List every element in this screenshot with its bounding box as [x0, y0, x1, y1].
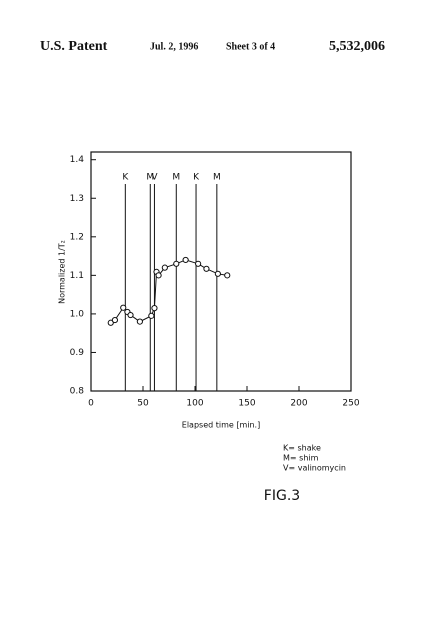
data-point — [182, 256, 189, 264]
data-point — [224, 272, 231, 279]
x-tick-label: 200 — [290, 399, 307, 409]
x-tick-label: 0 — [88, 399, 94, 409]
figure-caption: FIG.3 — [264, 488, 300, 504]
event-label: V — [151, 173, 158, 183]
data-point — [151, 305, 158, 312]
plot-frame — [90, 151, 352, 392]
data-point — [136, 318, 143, 325]
data-point — [195, 260, 202, 267]
key-entry: K= shake — [283, 444, 321, 453]
data-point — [127, 311, 134, 319]
y-tick-label: 1.0 — [70, 309, 85, 319]
data-point — [173, 260, 180, 267]
y-tick-label: 1.1 — [70, 271, 84, 281]
header-left: U.S. Patent — [40, 39, 108, 54]
header-date: Jul. 2, 1996 — [150, 41, 198, 52]
y-tick-label: 0.8 — [70, 387, 85, 397]
event-label: M — [146, 173, 154, 183]
data-point — [214, 270, 221, 277]
data-point — [120, 304, 127, 311]
data-point — [203, 265, 210, 272]
key-entry: V= valinomycin — [283, 464, 346, 473]
y-tick-label: 0.9 — [70, 348, 85, 358]
key-entry: M= shim — [283, 454, 319, 463]
header-number: 5,532,006 — [329, 39, 385, 54]
x-tick-label: 100 — [186, 399, 203, 409]
data-point — [155, 272, 162, 279]
x-axis-label: Elapsed time [min.] — [182, 421, 260, 430]
x-tick-label: 250 — [342, 399, 359, 409]
data-point — [111, 316, 119, 324]
y-axis-label: Normalized 1/T₂ — [58, 240, 67, 304]
data-point — [107, 319, 114, 326]
data-point — [161, 264, 168, 271]
y-tick-label: 1.4 — [70, 155, 85, 165]
data-point — [148, 312, 155, 319]
event-label: M — [172, 173, 180, 183]
header-sheet: Sheet 3 of 4 — [226, 41, 275, 52]
event-label: K — [193, 173, 200, 183]
event-label: M — [213, 173, 221, 183]
y-tick-label: 1.2 — [70, 232, 84, 242]
x-tick-label: 150 — [238, 399, 255, 409]
event-label: K — [122, 173, 129, 183]
y-tick-label: 1.3 — [70, 194, 84, 204]
x-tick-label: 50 — [137, 399, 149, 409]
